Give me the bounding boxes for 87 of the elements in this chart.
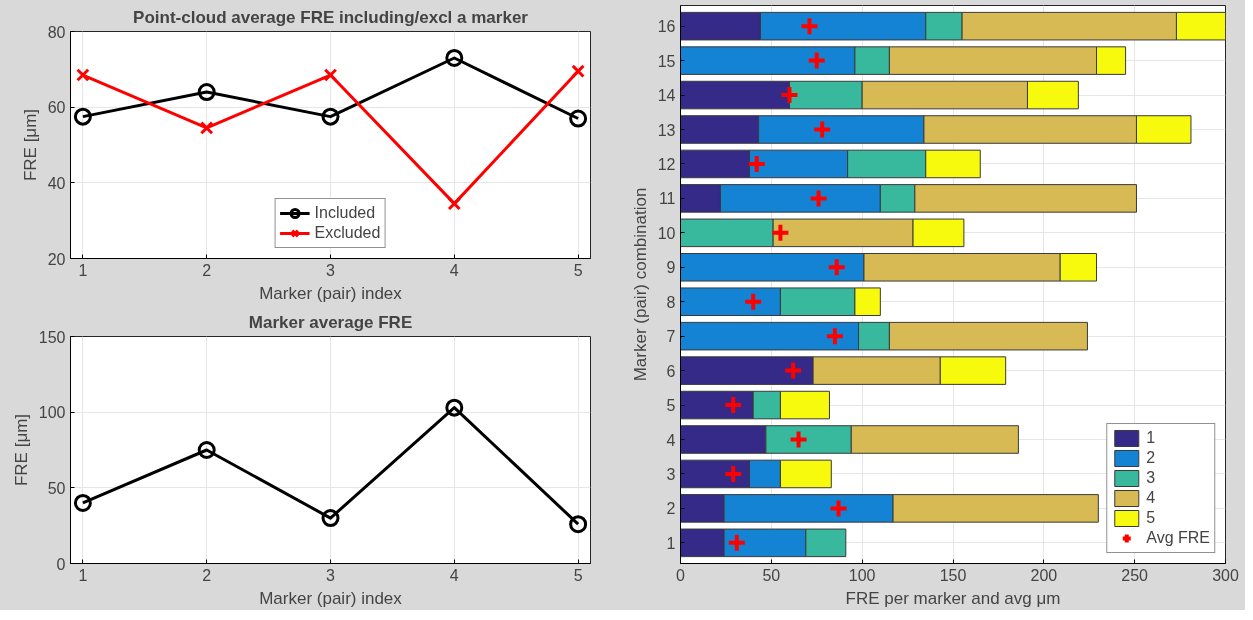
point [197,83,216,102]
legend-label: Avg FRE [1146,529,1210,547]
x-tick-label: 5 [573,261,583,279]
y-tick-label: 8 [666,293,676,311]
y-tick-label: 40 [47,174,66,192]
point [76,68,90,82]
legend-label: 4 [1146,489,1157,507]
legend-label: 2 [1146,449,1157,467]
y-tick-label: 100 [38,404,66,422]
point [73,493,92,512]
y-axis-title: FRE [μm] [20,108,40,182]
point [321,107,340,126]
legend-label: Included [314,204,376,222]
y-tick-label: 0 [56,555,66,573]
y-tick-label: 50 [47,479,66,497]
x-tick-label: 2 [202,566,212,584]
point [828,498,849,519]
y-tick-label: 15 [657,52,676,70]
point [569,109,588,128]
x-tick-label: 3 [326,566,336,584]
y-tick-label: 16 [657,18,676,36]
point [723,395,744,416]
y-tick-label: 9 [666,259,676,277]
y-tick-label: 11 [658,190,676,208]
legend-label: 5 [1146,509,1157,527]
x-tick-label: 300 [1212,566,1239,584]
x-tick-label: 200 [1030,566,1058,584]
y-tick-label: 3 [666,465,676,483]
point [445,49,464,67]
chart-title: Marker average FRE [248,312,413,332]
y-tick-label: 2 [666,500,676,518]
x-tick-label: 50 [762,566,781,584]
x-tick-label: 1 [78,261,88,279]
x-axis-title: Marker (pair) index [259,588,403,608]
x-tick-label: 100 [848,566,876,584]
y-tick-label: 60 [47,99,66,117]
point [571,64,585,79]
y-tick-label: 1 [666,534,676,552]
y-axis-title: Marker (pair) combination [630,187,650,382]
y-tick-label: 7 [666,328,676,346]
point [321,509,340,528]
x-axis-title: Marker (pair) index [259,283,403,303]
point [770,222,791,243]
point [779,85,800,106]
y-axis-title: FRE [μm] [11,413,31,487]
point [199,121,214,135]
point [824,326,845,347]
x-tick-label: 250 [1121,566,1149,584]
x-tick-label: 1 [78,566,88,584]
point [569,515,588,534]
x-tick-label: 4 [449,261,459,279]
point [812,119,833,140]
x-tick-label: 3 [326,261,336,279]
x-tick-label: 150 [939,566,967,584]
point [826,257,847,278]
legend-label: 1 [1146,429,1157,447]
x-tick-label: 5 [573,566,583,584]
x-tick-label: 4 [449,566,459,584]
legend-label: 3 [1146,469,1157,487]
y-tick-label: 4 [666,431,676,449]
point [799,16,820,37]
y-tick-label: 14 [657,87,676,105]
point [726,532,747,553]
point [743,291,764,312]
point [197,441,216,459]
point [73,107,92,126]
point [746,153,767,174]
y-tick-label: 5 [666,397,676,415]
y-tick-label: 20 [47,250,66,268]
y-tick-label: 13 [657,121,676,139]
y-tick-label: 80 [47,23,66,41]
point [445,398,464,417]
x-tick-label: 2 [202,261,212,279]
y-tick-label: 10 [657,224,676,242]
y-tick-label: 150 [38,328,66,346]
point [723,463,744,484]
legend-label: Excluded [314,224,381,242]
y-tick-label: 12 [657,155,676,173]
x-axis-title: FRE per marker and avg μm [845,588,1061,608]
point [806,50,827,71]
point [788,429,809,450]
point [783,360,804,381]
point [808,188,829,209]
point [447,196,462,211]
y-tick-label: 6 [666,362,676,380]
chart-title: Point-cloud average FRE including/excl a marker [133,7,529,27]
point [323,68,338,82]
